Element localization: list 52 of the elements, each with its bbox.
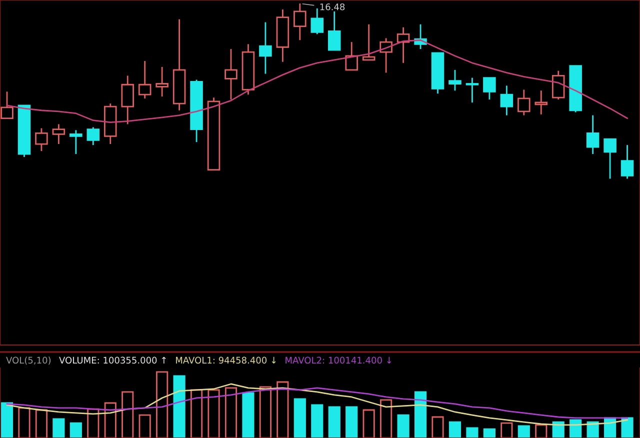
bar — [0, 402, 14, 438]
bar — [122, 391, 134, 438]
candlestick — [172, 18, 186, 112]
candlestick — [466, 77, 479, 104]
bar — [483, 428, 496, 438]
bar — [448, 421, 462, 438]
candlestick — [586, 114, 600, 155]
bar — [208, 389, 220, 438]
bar — [362, 409, 375, 438]
bar — [276, 381, 289, 438]
bar — [570, 419, 582, 438]
bar — [621, 417, 634, 438]
bar — [104, 402, 116, 438]
bar — [432, 416, 444, 438]
bar — [173, 375, 186, 438]
bar — [380, 399, 392, 438]
candlestick — [294, 2, 306, 41]
bar — [70, 422, 82, 438]
text: VOLUME: 100355.000 ↑ — [59, 356, 166, 364]
text: MAVOL1: 94458.400 ↓ — [176, 356, 276, 364]
bar — [52, 418, 65, 438]
candlestick — [121, 74, 134, 125]
candlestick — [52, 124, 66, 145]
bar — [190, 389, 203, 438]
bar — [156, 371, 168, 438]
candlestick — [156, 66, 168, 98]
candlestick — [224, 48, 238, 100]
candlestick — [70, 129, 82, 155]
text: MAVOL2: 100141.400 ↓ — [286, 356, 392, 364]
bar — [397, 414, 410, 438]
bar — [35, 409, 48, 438]
bar — [138, 414, 151, 438]
candlestick — [276, 8, 290, 63]
bar — [311, 404, 324, 438]
bar — [259, 386, 272, 438]
text: VOL(5,10) — [6, 356, 51, 365]
candlestick — [518, 89, 530, 116]
bar — [346, 406, 358, 438]
bar — [328, 406, 340, 438]
bar — [466, 427, 478, 438]
bar — [18, 407, 30, 438]
candlestick — [259, 22, 272, 74]
bar — [242, 392, 254, 438]
bar — [518, 425, 530, 438]
candlestick — [534, 90, 548, 116]
bar — [414, 391, 427, 438]
annotation: 16.48 — [320, 3, 345, 10]
bar — [294, 398, 306, 438]
bar — [500, 422, 513, 438]
bar — [224, 387, 238, 438]
bar — [535, 424, 548, 438]
candlestick — [500, 84, 514, 116]
